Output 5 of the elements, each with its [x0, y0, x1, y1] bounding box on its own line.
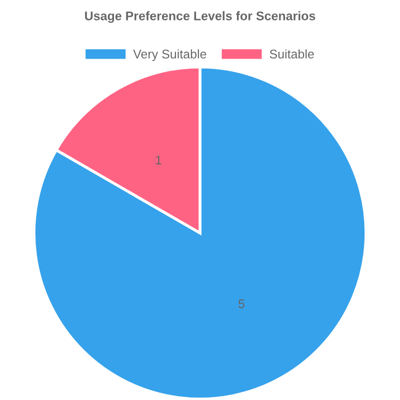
- chart-title: Usage Preference Levels for Scenarios: [85, 11, 316, 23]
- data-label: 1: [156, 156, 162, 164]
- legend-label: Suitable: [270, 49, 314, 58]
- data-label: 5: [238, 300, 244, 308]
- legend-label: Very Suitable: [133, 49, 206, 61]
